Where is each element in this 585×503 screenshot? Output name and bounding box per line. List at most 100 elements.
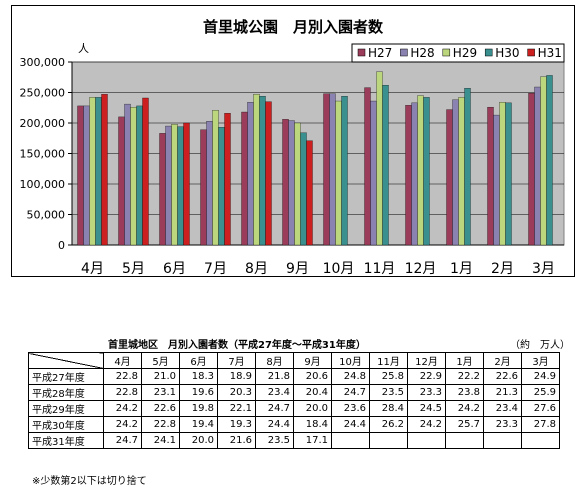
table-cell: 24.9 bbox=[521, 368, 560, 385]
table-row-header: 平成29年度 bbox=[28, 400, 104, 417]
y-tick-label: 150,000 bbox=[20, 148, 66, 161]
bar-h29 bbox=[89, 97, 96, 246]
bar-h31 bbox=[101, 94, 108, 246]
x-tick-label: 1月 bbox=[450, 261, 473, 276]
bar-h27 bbox=[446, 109, 453, 246]
y-tick-label: 250,000 bbox=[20, 87, 66, 100]
bar-h31 bbox=[265, 101, 272, 246]
bar-h31 bbox=[142, 97, 149, 246]
bar-h29 bbox=[335, 100, 342, 246]
bar-h27 bbox=[528, 92, 535, 246]
table-cell: 25.9 bbox=[521, 384, 560, 401]
bar-h28 bbox=[83, 105, 90, 246]
table-cell: 21.0 bbox=[141, 368, 180, 385]
bar-h29 bbox=[130, 106, 137, 246]
table-cell: 26.2 bbox=[369, 416, 408, 433]
table-cell: 27.8 bbox=[521, 416, 560, 433]
chart-container: 首里城公園 月別入園者数人 0 50,000 100,000 150,000 200,00… bbox=[11, 5, 575, 277]
table-cell: 23.4 bbox=[483, 400, 522, 417]
table-column-header: 8月 bbox=[255, 352, 294, 369]
table-column-header: 11月 bbox=[369, 352, 408, 369]
table-cell: 24.8 bbox=[331, 368, 370, 385]
table-row: 平成27年度 22.8 21.0 18.3 18.9 21.8 20.6 24.8 25.8 22… bbox=[28, 368, 560, 385]
bar-h27 bbox=[159, 133, 166, 246]
table-column-header: 6月 bbox=[179, 352, 218, 369]
table-cell: 23.5 bbox=[369, 384, 408, 401]
table-cell: 22.1 bbox=[217, 400, 256, 417]
bar-h30 bbox=[259, 96, 266, 246]
table-row: 平成29年度 24.2 22.6 19.8 22.1 24.7 20.0 23.6 28.4 24… bbox=[28, 400, 560, 417]
bar-h29 bbox=[253, 94, 260, 246]
table-cell: 24.5 bbox=[407, 400, 446, 417]
table-cell: 23.4 bbox=[255, 384, 294, 401]
legend-swatch bbox=[357, 48, 366, 57]
bar-h27 bbox=[364, 87, 371, 246]
table-cell: 23.1 bbox=[141, 384, 180, 401]
legend-label: H30 bbox=[495, 46, 519, 60]
bar-h28 bbox=[411, 102, 418, 246]
table-column-header: 4月 bbox=[103, 352, 142, 369]
bar-h29 bbox=[376, 71, 383, 246]
table-cell bbox=[483, 432, 522, 449]
table-row-header: 平成30年度 bbox=[28, 416, 104, 433]
bar-h30 bbox=[136, 105, 143, 246]
bar-h28 bbox=[247, 102, 254, 246]
table-cell: 24.7 bbox=[255, 400, 294, 417]
bar-h31 bbox=[224, 113, 231, 246]
legend-label: H31 bbox=[538, 46, 562, 60]
y-tick-label: 200,000 bbox=[20, 117, 66, 130]
table-cell: 24.2 bbox=[103, 416, 142, 433]
table-cell: 22.2 bbox=[445, 368, 484, 385]
chart-title: 首里城公園 月別入園者数 bbox=[203, 18, 384, 36]
table-cell: 23.8 bbox=[445, 384, 484, 401]
bar-h28 bbox=[124, 103, 131, 246]
bar-h27 bbox=[77, 105, 84, 246]
table-cell: 20.4 bbox=[293, 384, 332, 401]
legend bbox=[351, 43, 565, 63]
table-title: 首里城地区 月別入園者数（平成27年度～平成31年度） bbox=[108, 340, 366, 351]
table-cell: 24.4 bbox=[331, 416, 370, 433]
bar-h28 bbox=[370, 100, 377, 246]
table-cell bbox=[369, 432, 408, 449]
table-cell: 25.7 bbox=[445, 416, 484, 433]
x-tick-label: 6月 bbox=[163, 261, 186, 276]
legend-swatch bbox=[527, 48, 535, 57]
table-cell: 18.4 bbox=[293, 416, 332, 433]
table-cell: 24.2 bbox=[103, 400, 142, 417]
bar-h28 bbox=[452, 99, 459, 246]
bar-h30 bbox=[464, 88, 471, 246]
table-cell: 27.6 bbox=[521, 400, 560, 417]
table-cell: 19.8 bbox=[179, 400, 218, 417]
bar-h28 bbox=[206, 121, 213, 246]
table-row-header: 平成27年度 bbox=[28, 368, 104, 385]
table-cell: 23.3 bbox=[483, 416, 522, 433]
table-cell: 25.8 bbox=[369, 368, 408, 385]
table-cell: 18.3 bbox=[179, 368, 218, 385]
table-cell: 23.5 bbox=[255, 432, 294, 449]
table-cell: 23.6 bbox=[331, 400, 370, 417]
table-cell: 28.4 bbox=[369, 400, 408, 417]
legend-swatch bbox=[442, 48, 451, 57]
table-cell: 20.0 bbox=[179, 432, 218, 449]
table-column-header: 2月 bbox=[483, 352, 522, 369]
bar-h27 bbox=[241, 111, 248, 246]
table-cell bbox=[407, 432, 446, 449]
bar-h27 bbox=[282, 119, 289, 246]
table-cell: 22.8 bbox=[141, 416, 180, 433]
x-tick-label: 4月 bbox=[81, 261, 104, 276]
table-cell bbox=[521, 432, 560, 449]
bar-h31 bbox=[183, 122, 190, 246]
x-tick-label: 12月 bbox=[405, 261, 437, 276]
bar-h30 bbox=[423, 97, 430, 246]
table-cell: 19.6 bbox=[179, 384, 218, 401]
table-row: 平成31年度 24.7 24.1 20.0 21.6 23.5 17.1 bbox=[28, 432, 560, 449]
table-column-header: 12月 bbox=[407, 352, 446, 369]
table-cell: 22.8 bbox=[103, 384, 142, 401]
table-row: 平成28年度 22.8 23.1 19.6 20.3 23.4 20.4 24.7 23.5 23… bbox=[28, 384, 560, 401]
bar-h30 bbox=[218, 127, 225, 246]
table-row: 平成30年度 24.2 22.8 19.4 19.3 24.4 18.4 24.4 26.2 24… bbox=[28, 416, 560, 433]
x-tick-label: 8月 bbox=[245, 261, 268, 276]
bar-h27 bbox=[118, 116, 125, 246]
table-cell: 19.3 bbox=[217, 416, 256, 433]
legend-label: H27 bbox=[368, 46, 392, 60]
